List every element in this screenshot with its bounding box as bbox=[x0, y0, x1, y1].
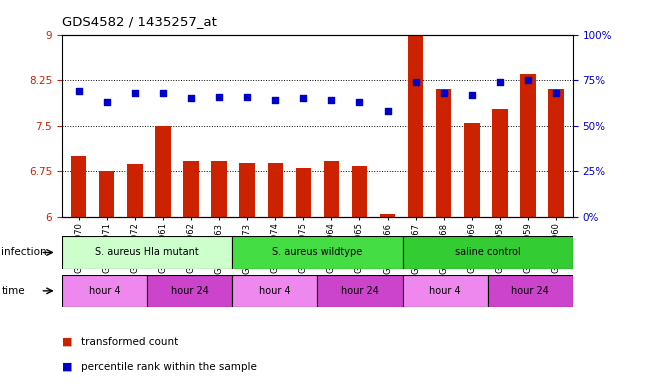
Bar bbox=[184, 161, 199, 217]
Bar bbox=[352, 167, 367, 217]
Point bbox=[130, 90, 140, 96]
Point bbox=[326, 97, 337, 103]
Bar bbox=[436, 89, 451, 217]
Text: transformed count: transformed count bbox=[81, 337, 178, 347]
Bar bbox=[324, 161, 339, 217]
Text: hour 24: hour 24 bbox=[511, 286, 549, 296]
Text: time: time bbox=[1, 286, 25, 296]
Bar bbox=[268, 164, 283, 217]
Point bbox=[242, 94, 253, 100]
Point bbox=[410, 79, 421, 85]
Point bbox=[298, 95, 309, 101]
Bar bbox=[232, 275, 317, 307]
Point bbox=[102, 99, 112, 105]
Text: saline control: saline control bbox=[455, 247, 521, 258]
Bar bbox=[62, 236, 232, 269]
Bar bbox=[408, 35, 423, 217]
Bar bbox=[520, 74, 536, 217]
Bar bbox=[240, 164, 255, 217]
Text: hour 24: hour 24 bbox=[171, 286, 208, 296]
Point bbox=[523, 77, 533, 83]
Bar bbox=[147, 275, 232, 307]
Point bbox=[495, 79, 505, 85]
Text: hour 4: hour 4 bbox=[429, 286, 461, 296]
Text: ■: ■ bbox=[62, 337, 72, 347]
Text: hour 4: hour 4 bbox=[89, 286, 120, 296]
Text: S. aureus Hla mutant: S. aureus Hla mutant bbox=[95, 247, 199, 258]
Bar bbox=[155, 126, 171, 217]
Bar bbox=[402, 236, 573, 269]
Bar bbox=[464, 123, 480, 217]
Point bbox=[270, 97, 281, 103]
Text: infection: infection bbox=[1, 247, 47, 258]
Text: hour 24: hour 24 bbox=[341, 286, 379, 296]
Bar bbox=[548, 89, 564, 217]
Text: S. aureus wildtype: S. aureus wildtype bbox=[272, 247, 363, 258]
Text: hour 4: hour 4 bbox=[259, 286, 290, 296]
Point bbox=[382, 108, 393, 114]
Point bbox=[551, 90, 561, 96]
Point bbox=[186, 95, 196, 101]
Bar bbox=[212, 161, 227, 217]
Text: ■: ■ bbox=[62, 362, 72, 372]
Bar bbox=[127, 164, 143, 217]
Point bbox=[74, 88, 84, 94]
Point bbox=[467, 92, 477, 98]
Bar bbox=[402, 275, 488, 307]
Point bbox=[439, 90, 449, 96]
Bar bbox=[492, 109, 508, 217]
Text: percentile rank within the sample: percentile rank within the sample bbox=[81, 362, 257, 372]
Point bbox=[214, 94, 225, 100]
Bar bbox=[62, 275, 147, 307]
Bar bbox=[488, 275, 573, 307]
Bar bbox=[232, 236, 402, 269]
Bar bbox=[71, 156, 87, 217]
Bar bbox=[99, 171, 115, 217]
Bar bbox=[317, 275, 402, 307]
Point bbox=[158, 90, 168, 96]
Bar bbox=[380, 214, 395, 217]
Text: GDS4582 / 1435257_at: GDS4582 / 1435257_at bbox=[62, 15, 217, 28]
Bar bbox=[296, 168, 311, 217]
Point bbox=[354, 99, 365, 105]
